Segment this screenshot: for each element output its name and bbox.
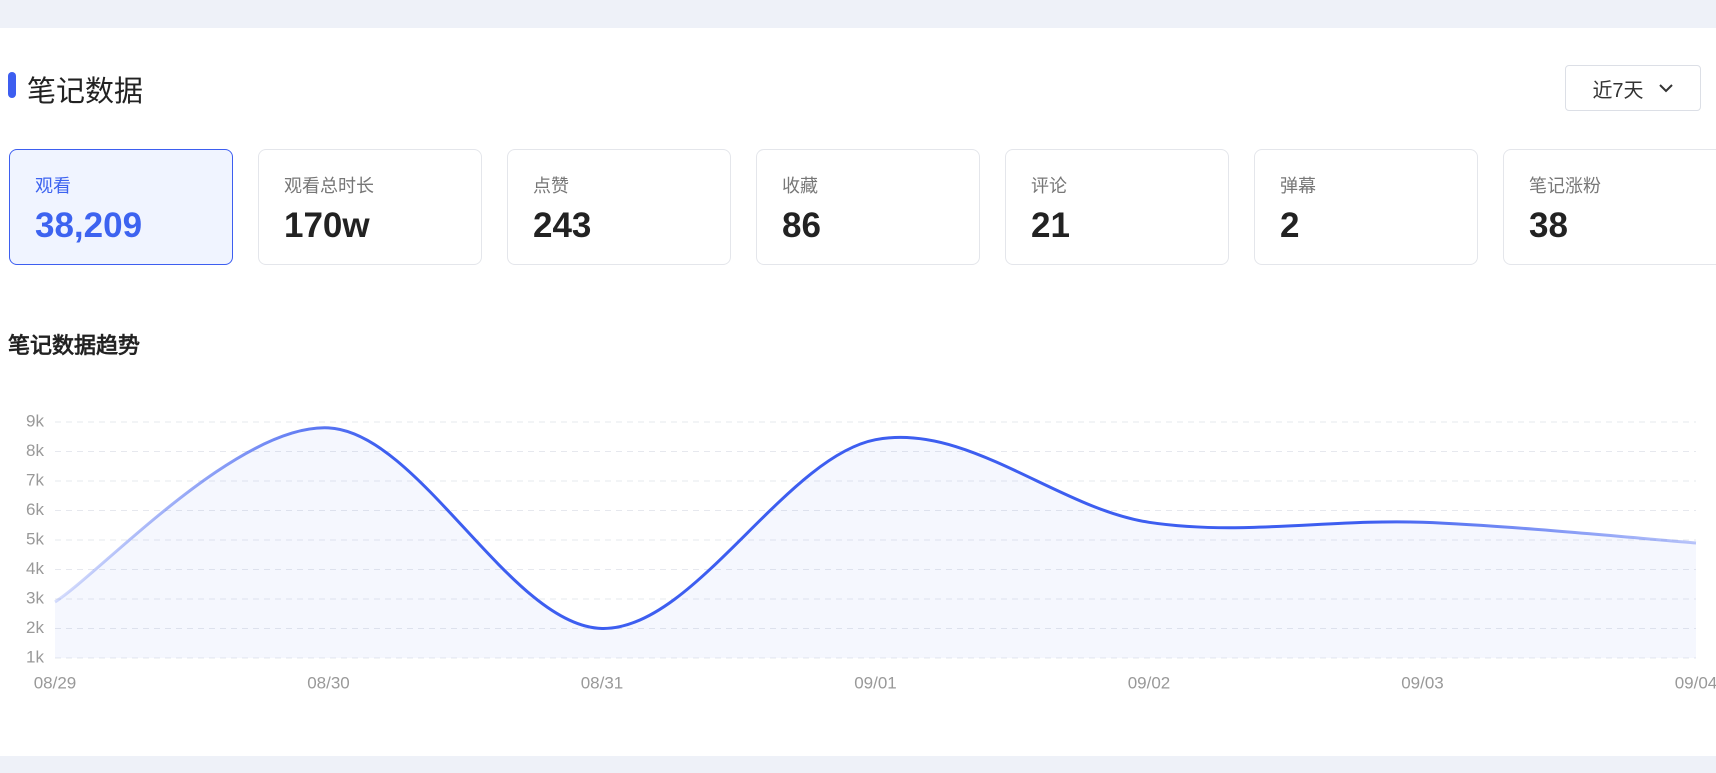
section-title: 笔记数据 (27, 76, 144, 108)
metric-value: 170w (284, 206, 370, 245)
top-band (0, 0, 1716, 28)
range-dropdown[interactable]: 近7天 (1565, 65, 1701, 111)
bottom-band (0, 756, 1716, 773)
title-accent (8, 72, 16, 98)
metric-label: 弹幕 (1280, 176, 1316, 196)
y-tick-label: 3k (26, 588, 44, 607)
metric-card[interactable]: 评论 21 (1005, 149, 1229, 265)
chevron (1658, 84, 1673, 93)
chart-title: 笔记数据趋势 (8, 333, 141, 358)
line (54, 426, 1697, 631)
y-tick-label: 9k (26, 411, 44, 430)
range-label: 近7天 (1592, 79, 1644, 102)
y-tick-label: 1k (26, 647, 44, 666)
y-tick-label: 8k (26, 441, 44, 460)
x-tick-label: 09/04 (1675, 673, 1716, 692)
metric-value: 243 (533, 206, 592, 245)
metric-label: 笔记涨粉 (1529, 176, 1601, 196)
metric-label: 观看 (35, 176, 71, 196)
metric-value: 38 (1529, 206, 1568, 245)
metric-card[interactable]: 笔记涨粉 38 (1503, 149, 1716, 265)
y-tick-label: 2k (26, 618, 44, 637)
area (55, 427, 1696, 658)
x-tick-label: 08/30 (307, 673, 350, 692)
metric-label: 评论 (1031, 176, 1067, 196)
metric-card[interactable]: 点赞 243 (507, 149, 731, 265)
metric-card[interactable]: 收藏 86 (756, 149, 980, 265)
x-tick-label: 08/29 (34, 673, 77, 692)
y-tick-label: 4k (26, 559, 44, 578)
y-tick-label: 5k (26, 529, 44, 548)
metric-label: 点赞 (533, 176, 569, 196)
x-tick-label: 09/01 (854, 673, 897, 692)
y-tick-label: 7k (26, 470, 44, 489)
metric-card[interactable]: 弹幕 2 (1254, 149, 1478, 265)
x-tick-label: 08/31 (581, 673, 624, 692)
metric-card[interactable]: 观看总时长 170w (258, 149, 482, 265)
metric-label: 观看总时长 (284, 176, 374, 196)
metric-value: 86 (782, 206, 821, 245)
x-tick-label: 09/02 (1128, 673, 1171, 692)
metric-label: 收藏 (782, 176, 818, 196)
metric-card[interactable]: 观看 38,209 (9, 149, 233, 265)
metric-cards: 观看 38,209 观看总时长 170w 点赞 243 收藏 86 评论 21 弹幕 2 笔记涨粉 38 (0, 149, 1716, 267)
x-tick-label: 09/03 (1401, 673, 1444, 692)
metric-value: 21 (1031, 206, 1070, 245)
metric-value: 2 (1280, 206, 1300, 245)
metric-value: 38,209 (35, 206, 143, 245)
y-tick-label: 6k (26, 500, 44, 519)
